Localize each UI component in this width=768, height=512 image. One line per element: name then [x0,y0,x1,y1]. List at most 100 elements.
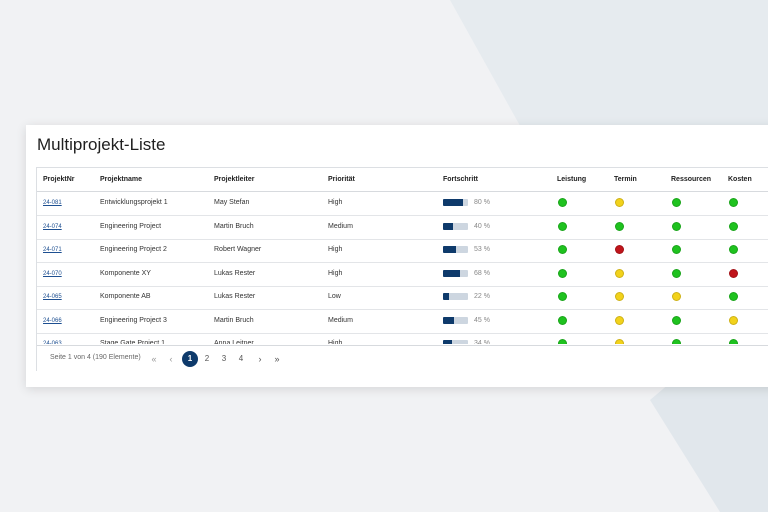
chevron-left-icon[interactable]: ‹ [169,354,173,364]
table-row[interactable]: 24-070 Komponente XY Lukas Rester High 68 % [37,263,768,287]
progress-bar [443,246,468,253]
col-header-projektnr[interactable]: ProjektNr [43,176,75,183]
progress-bar [443,199,468,206]
status-dot-ressourcen-green [672,315,681,325]
chevron-right-icon[interactable]: › [258,354,262,364]
col-header-projektname[interactable]: Projektname [100,176,143,183]
project-leader: Martin Bruch [214,222,254,230]
col-header-kosten[interactable]: Kosten [728,176,752,183]
progress-bar [443,269,468,277]
status-dot-ressourcen-green [672,339,681,344]
status-dot-kosten-green [729,198,738,207]
project-priority: Medium [328,222,353,230]
status-dot-ressourcen-green [672,245,681,254]
status-dot-ressourcen-yellow [672,292,681,301]
project-leader: May Stefan [214,199,250,206]
status-dot-ressourcen-green [672,198,681,207]
table-body: 24-081 Entwicklungsprojekt 1 May Stefan Hig… [37,192,768,344]
status-dot-ressourcen-green [672,268,681,278]
table-row[interactable]: 24-074 Engineering Project Martin Bruch Med… [37,216,768,240]
pagination-info: Seite 1 von 4 (190 Elemente) [50,354,141,361]
project-number-link[interactable]: 24-063 [43,341,62,344]
pagination: Seite 1 von 4 (190 Elemente) « ‹ 1 2 3 4… [37,345,768,371]
progress-bar-fill [443,199,463,206]
col-header-termin[interactable]: Termin [614,176,637,183]
status-dot-termin-yellow [615,198,624,207]
double-chevron-left-icon[interactable]: « [151,354,157,364]
status-dot-leistung-green [558,315,567,325]
project-table: ProjektNr Projektname Projektleiter Prio… [36,167,768,371]
progress-percent: 45 % [474,316,490,324]
project-number-link[interactable]: 24-074 [43,223,62,230]
status-dot-leistung-green [558,339,567,344]
col-header-projektleiter[interactable]: Projektleiter [214,176,255,183]
project-priority: Low [328,293,341,300]
progress-percent: 80 % [474,199,490,206]
col-header-fortschritt[interactable]: Fortschritt [443,176,478,183]
status-dot-leistung-green [558,221,567,231]
project-number-link[interactable]: 24-071 [43,247,62,253]
progress-bar [443,293,468,300]
project-leader: Lukas Rester [214,269,256,277]
status-dot-kosten-green [729,339,738,344]
project-leader: Robert Wagner [214,246,262,253]
progress-bar-fill [443,316,455,324]
status-dot-termin-yellow [615,315,624,325]
status-dot-kosten-green [729,292,738,301]
page-button-2[interactable]: 2 [204,354,210,363]
col-header-leistung[interactable]: Leistung [557,176,587,183]
progress-bar-fill [443,269,460,277]
project-leader: Martin Bruch [214,316,254,324]
status-dot-leistung-green [558,292,567,301]
progress-percent: 68 % [474,269,490,277]
project-number-link[interactable]: 24-065 [43,294,62,300]
project-name: Engineering Project 2 [100,246,167,253]
progress-percent: 40 % [474,222,490,230]
col-header-ressourcen[interactable]: Ressourcen [671,176,712,183]
table-row[interactable]: 24-071 Engineering Project 2 Robert Wagner… [37,239,768,263]
progress-bar [443,340,468,344]
page-button-3[interactable]: 3 [221,354,227,363]
project-name: Stage Gate Project 1 [100,340,165,344]
project-name: Engineering Project [100,222,162,230]
table-row[interactable]: 24-065 Komponente AB Lukas Rester Low 22 % [37,286,768,310]
page-button-4[interactable]: 4 [238,354,244,363]
project-name: Engineering Project 3 [100,316,167,324]
project-number-link[interactable]: 24-070 [43,270,62,277]
status-dot-termin-yellow [615,292,624,301]
project-priority: High [328,199,343,206]
status-dot-termin-red [615,245,624,254]
status-dot-termin-yellow [615,339,624,344]
multiproject-card: Multiprojekt-Liste ProjektNr Projektname… [26,125,768,387]
status-dot-leistung-green [558,198,567,207]
project-priority: Medium [328,316,353,324]
progress-bar-fill [443,222,453,230]
project-name: Komponente XY [100,269,151,277]
page-button-1[interactable]: 1 [182,351,198,367]
project-name: Komponente AB [100,293,151,300]
status-dot-kosten-green [729,221,738,231]
table-row[interactable]: 24-066 Engineering Project 3 Martin Bruch M… [37,310,768,334]
status-dot-kosten-red [729,268,738,278]
progress-bar [443,222,468,230]
progress-bar-fill [443,246,457,253]
page-title: Multiprojekt-Liste [37,135,166,154]
status-dot-kosten-yellow [729,315,738,325]
project-priority: High [328,246,343,253]
project-name: Entwicklungsprojekt 1 [100,199,168,206]
status-dot-kosten-green [729,245,738,254]
progress-bar-fill [443,340,452,344]
status-dot-leistung-green [558,268,567,278]
project-number-link[interactable]: 24-081 [43,200,62,206]
table-row[interactable]: 24-063 Stage Gate Project 1 Anna Leitner Hi… [37,333,768,344]
double-chevron-right-icon[interactable]: » [274,354,280,364]
col-header-prioritaet[interactable]: Priorität [328,176,355,183]
table-row[interactable]: 24-081 Entwicklungsprojekt 1 May Stefan Hig… [37,192,768,216]
progress-percent: 53 % [474,246,490,253]
status-dot-ressourcen-green [672,221,681,231]
status-dot-termin-yellow [615,268,624,278]
project-number-link[interactable]: 24-066 [43,317,62,324]
progress-bar-fill [443,293,449,300]
project-priority: High [328,340,343,344]
project-leader: Lukas Rester [214,293,256,300]
